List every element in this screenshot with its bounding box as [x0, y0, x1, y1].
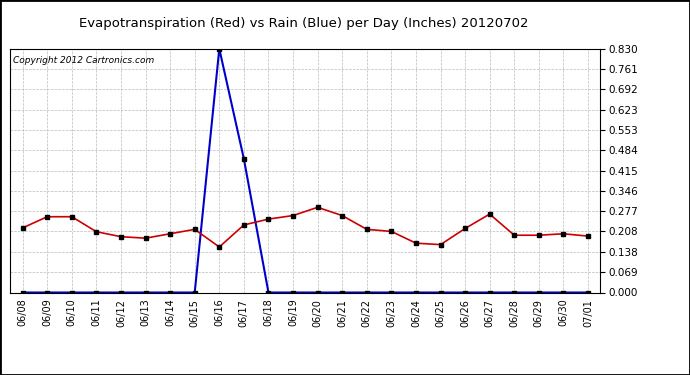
Text: Evapotranspiration (Red) vs Rain (Blue) per Day (Inches) 20120702: Evapotranspiration (Red) vs Rain (Blue) … [79, 17, 529, 30]
Text: Copyright 2012 Cartronics.com: Copyright 2012 Cartronics.com [13, 56, 155, 65]
